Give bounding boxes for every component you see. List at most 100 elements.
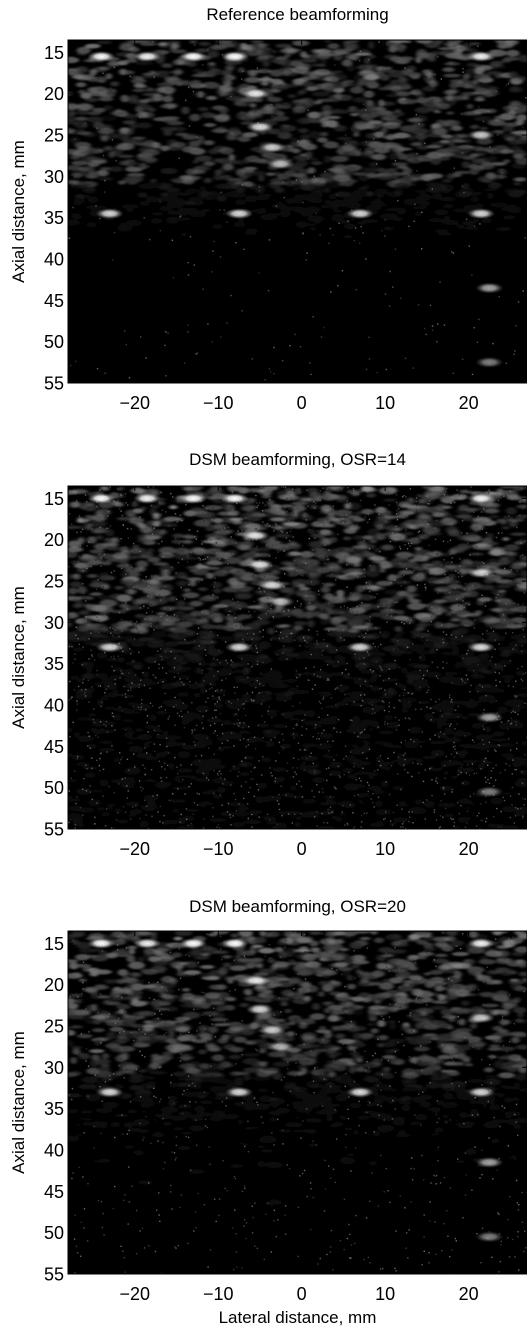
speckle-blob	[500, 767, 512, 773]
speckle-blob	[219, 678, 226, 684]
speckle-blob	[125, 661, 142, 665]
speckle-blob	[169, 506, 177, 509]
speckle-blob	[405, 719, 414, 725]
speckle-blob	[162, 328, 169, 331]
speckle-blob	[322, 349, 330, 354]
speckle-blob	[364, 57, 370, 64]
speckle-blob	[331, 156, 349, 162]
speckle-blob	[222, 341, 234, 344]
speckle-blob	[292, 148, 301, 153]
speckle-blob	[126, 208, 133, 213]
grain-dot	[185, 100, 186, 101]
speckle-blob	[286, 294, 298, 301]
grain-dot	[383, 67, 384, 68]
speckle-blob	[324, 86, 335, 93]
grain-dot	[112, 139, 113, 140]
grain-dot	[110, 88, 111, 89]
speckle-blob	[226, 274, 236, 279]
speckle-blob	[197, 165, 211, 172]
grain-dot	[336, 195, 337, 196]
speckle-blob	[209, 663, 218, 667]
speckle-blob	[433, 218, 441, 222]
grain-dot	[160, 230, 161, 231]
speckle-blob	[312, 777, 325, 783]
grain-dot	[478, 106, 479, 107]
speckle-blob	[363, 167, 377, 173]
speckle-blob	[126, 220, 142, 226]
speckle-blob	[301, 498, 313, 501]
speckle-blob	[463, 82, 470, 88]
grain-dot	[525, 97, 526, 98]
speckle-blob	[358, 175, 369, 182]
speckle-blob	[280, 124, 290, 127]
speckle-blob	[454, 139, 466, 143]
grain-dot	[243, 249, 244, 250]
speckle-blob	[226, 371, 237, 377]
grain-dot	[188, 87, 189, 88]
speckle-blob	[70, 203, 83, 207]
grain-dot	[193, 91, 194, 92]
speckle-blob	[112, 689, 119, 693]
speckle-blob	[278, 173, 291, 179]
grain-dot	[510, 128, 511, 129]
speckle-blob	[443, 204, 454, 208]
speckle-blob	[485, 632, 498, 636]
speckle-blob	[163, 366, 170, 370]
speckle-blob	[375, 168, 385, 172]
speckle-blob	[173, 809, 179, 813]
speckle-blob	[377, 339, 387, 344]
speckle-blob	[439, 785, 452, 791]
speckle-blob	[125, 316, 133, 320]
speckle-blob	[369, 162, 378, 168]
speckle-blob	[214, 672, 232, 676]
speckle-blob	[476, 324, 486, 331]
speckle-blob	[470, 196, 479, 202]
grain-dot	[270, 371, 271, 372]
speckle-blob	[118, 180, 126, 184]
grain-dot	[230, 96, 231, 97]
grain-dot	[506, 363, 507, 364]
grain-dot	[319, 234, 320, 235]
grain-dot	[297, 141, 298, 142]
speckle-blob	[281, 281, 289, 286]
grain-dot	[259, 186, 260, 187]
speckle-blob	[343, 140, 352, 144]
speckle-blob	[391, 662, 403, 668]
speckle-blob	[323, 141, 339, 148]
speckle-blob	[269, 154, 287, 159]
grain-dot	[525, 237, 526, 238]
speckle-blob	[491, 738, 508, 741]
speckle-blob	[157, 87, 167, 93]
speckle-blob	[395, 794, 409, 801]
grain-dot	[376, 163, 377, 164]
grain-dot	[107, 132, 108, 133]
speckle-blob	[77, 517, 83, 523]
x-tick-label: 20	[459, 393, 479, 413]
speckle-blob	[381, 545, 394, 551]
grain-dot	[366, 73, 367, 74]
grain-dot	[180, 215, 181, 216]
grain-dot	[99, 218, 100, 219]
speckle-blob	[337, 354, 345, 360]
speckle-blob	[70, 137, 80, 144]
speckle-blob	[204, 297, 214, 304]
speckle-blob	[73, 345, 87, 350]
speckle-blob	[349, 357, 359, 363]
speckle-blob	[191, 226, 198, 233]
speckle-blob	[219, 168, 227, 172]
speckle-blob	[333, 49, 347, 55]
speckle-blob	[387, 721, 400, 728]
speckle-blob	[455, 691, 462, 698]
speckle-blob	[350, 316, 364, 320]
speckle-blob	[129, 809, 143, 814]
point-reflector	[246, 121, 274, 132]
grain-dot	[337, 285, 338, 286]
speckle-blob	[512, 149, 525, 157]
speckle-blob	[430, 741, 447, 745]
speckle-blob	[516, 670, 523, 675]
speckle-blob	[77, 538, 85, 544]
speckle-blob	[240, 172, 252, 178]
speckle-blob	[164, 313, 174, 319]
speckle-blob	[253, 341, 260, 346]
speckle-blob	[182, 592, 199, 598]
